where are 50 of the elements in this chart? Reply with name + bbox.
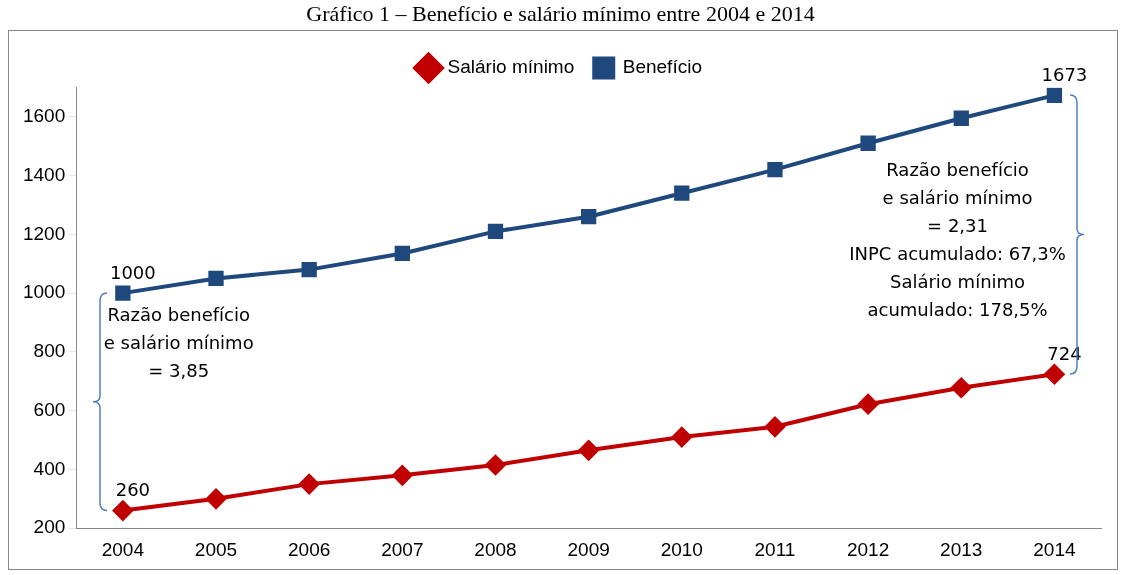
y-tick-label: 1000	[22, 281, 66, 303]
point	[1044, 364, 1065, 385]
y-tick-label: 1600	[22, 105, 66, 127]
x-tick-label: 2009	[567, 538, 610, 560]
point	[580, 209, 597, 225]
data-label: 1000	[109, 261, 156, 283]
y-tick-label: 1200	[22, 222, 66, 244]
x-tick-label: 2014	[1033, 538, 1076, 560]
data-label: 260	[115, 479, 151, 501]
point	[953, 110, 969, 126]
point	[487, 223, 504, 240]
data-label: 1673	[1041, 64, 1088, 86]
annotation: Razão benefício e salário mínimo = 3,85	[103, 304, 254, 382]
point	[1046, 87, 1063, 103]
annotation: Razão benefício e salário mínimo = 2,31 INPC acumulado: 67,3% Salário mínimo acumulado: 178,5%	[849, 159, 1066, 321]
point	[671, 427, 692, 448]
chart-title: Gráfico 1 – Benefício e salário mínimo entre 2004 e 2014	[306, 0, 815, 26]
point	[206, 488, 226, 509]
point	[392, 465, 413, 486]
x-tick-label: 2012	[846, 538, 890, 560]
point	[394, 245, 410, 262]
point	[767, 162, 783, 178]
point	[951, 377, 972, 398]
legend-label: Salário mínimo	[447, 56, 575, 78]
x-tick-label: 2008	[474, 538, 517, 560]
x-tick-label: 2005	[194, 538, 238, 560]
point	[764, 416, 785, 437]
point	[485, 455, 506, 476]
point	[578, 440, 599, 461]
x-tick-label: 2011	[754, 538, 796, 560]
point	[301, 261, 317, 278]
y-tick-label: 400	[33, 457, 66, 479]
legend-label: Benefício	[622, 56, 702, 78]
point	[299, 474, 320, 495]
y-tick-label: 600	[33, 398, 66, 420]
x-tick-label: 2006	[288, 538, 331, 560]
y-tick-label: 800	[33, 340, 66, 362]
point	[208, 270, 224, 287]
y-tick-label: 200	[33, 516, 66, 538]
x-tick-label: 2004	[101, 538, 145, 560]
x-tick-label: 2013	[940, 538, 983, 560]
point	[860, 135, 876, 151]
point	[858, 394, 879, 415]
x-tick-label: 2010	[660, 538, 703, 560]
point	[115, 285, 131, 301]
x-tick-label: 2007	[381, 538, 424, 560]
point	[674, 185, 690, 201]
point	[112, 500, 133, 521]
data-label: 724	[1047, 342, 1082, 364]
y-tick-label: 1400	[22, 163, 66, 185]
